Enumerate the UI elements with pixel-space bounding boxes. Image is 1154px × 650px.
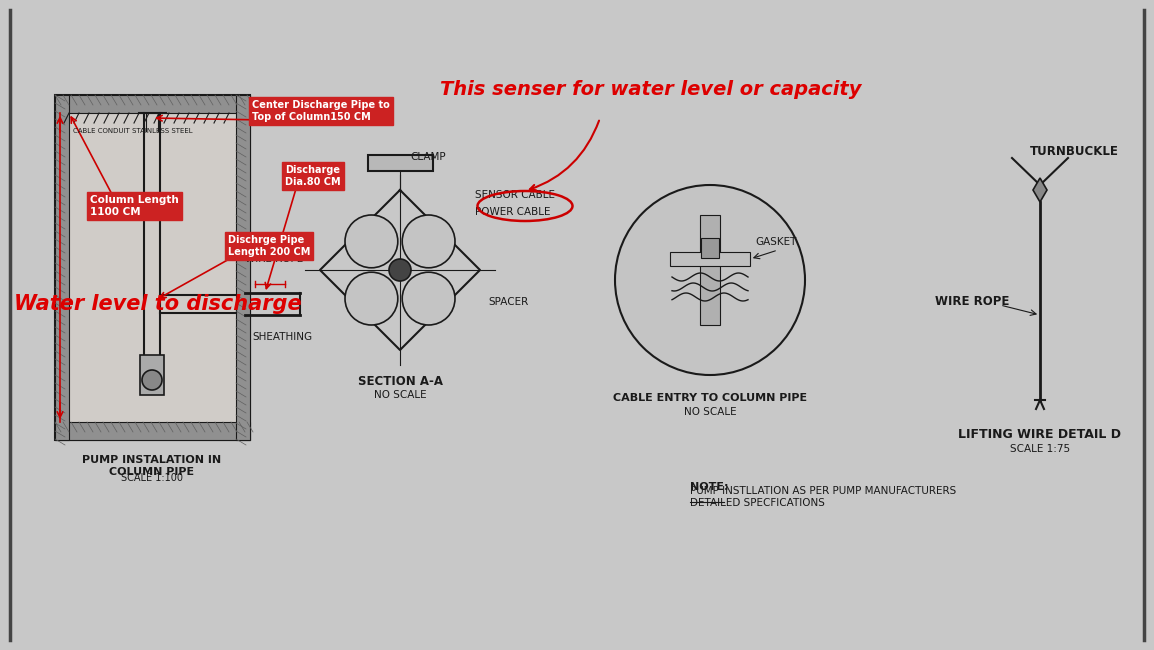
- Text: WIRE ROPE: WIRE ROPE: [245, 254, 304, 264]
- Text: SPACER: SPACER: [488, 297, 529, 307]
- Bar: [237, 95, 250, 440]
- Text: This senser for water level or capacity: This senser for water level or capacity: [440, 80, 862, 99]
- Text: NO SCALE: NO SCALE: [683, 407, 736, 417]
- Text: PUMP INSTALATION IN
COLUMN PIPE: PUMP INSTALATION IN COLUMN PIPE: [82, 455, 222, 476]
- Text: NO SCALE: NO SCALE: [374, 390, 426, 400]
- Circle shape: [403, 215, 455, 268]
- Circle shape: [615, 185, 805, 375]
- Text: Discharge
Dia.80 CM: Discharge Dia.80 CM: [285, 165, 340, 187]
- Circle shape: [403, 272, 455, 325]
- Bar: [700, 215, 720, 325]
- Bar: [55, 95, 69, 440]
- Bar: [140, 355, 164, 395]
- Text: SCALE 1:75: SCALE 1:75: [1010, 444, 1070, 454]
- Text: TURNBUCKLE: TURNBUCKLE: [1031, 145, 1119, 158]
- Text: Water level to discharge: Water level to discharge: [14, 294, 301, 314]
- Text: GASKET: GASKET: [755, 237, 796, 247]
- Circle shape: [345, 215, 398, 268]
- Bar: [368, 155, 433, 171]
- Bar: [55, 422, 250, 440]
- Text: CABLE CONDUIT STAINLESS STEEL: CABLE CONDUIT STAINLESS STEEL: [73, 128, 193, 134]
- Circle shape: [142, 370, 162, 390]
- Text: SCALE 1:100: SCALE 1:100: [121, 473, 183, 483]
- Bar: [55, 95, 250, 440]
- Text: SENSOR CABLE: SENSOR CABLE: [475, 190, 555, 200]
- Bar: [55, 95, 250, 113]
- Bar: [69, 113, 237, 422]
- Text: CABLE ENTRY TO COLUMN PIPE: CABLE ENTRY TO COLUMN PIPE: [613, 393, 807, 403]
- Circle shape: [345, 272, 398, 325]
- Text: WIRE ROPE: WIRE ROPE: [935, 295, 1010, 308]
- Text: SHEATHING: SHEATHING: [252, 332, 312, 342]
- Text: PUMP INSTLLATION AS PER PUMP MANUFACTURERS
DETAILED SPECFICATIONS: PUMP INSTLLATION AS PER PUMP MANUFACTURE…: [690, 486, 957, 508]
- Text: Dischrge Pipe
Length 200 CM: Dischrge Pipe Length 200 CM: [228, 235, 310, 257]
- Text: Center Discharge Pipe to
Top of Column150 CM: Center Discharge Pipe to Top of Column15…: [252, 100, 390, 122]
- Text: CLAMP: CLAMP: [410, 152, 445, 162]
- Bar: [670, 252, 750, 266]
- Text: Column Length
1100 CM: Column Length 1100 CM: [90, 195, 179, 216]
- Text: SECTION A-A: SECTION A-A: [358, 375, 442, 388]
- Bar: [700, 238, 719, 258]
- Text: NOTE:: NOTE:: [690, 482, 728, 492]
- Text: POWER CABLE: POWER CABLE: [475, 207, 550, 217]
- Polygon shape: [1033, 178, 1047, 202]
- Circle shape: [389, 259, 411, 281]
- Text: LIFTING WIRE DETAIL D: LIFTING WIRE DETAIL D: [959, 428, 1122, 441]
